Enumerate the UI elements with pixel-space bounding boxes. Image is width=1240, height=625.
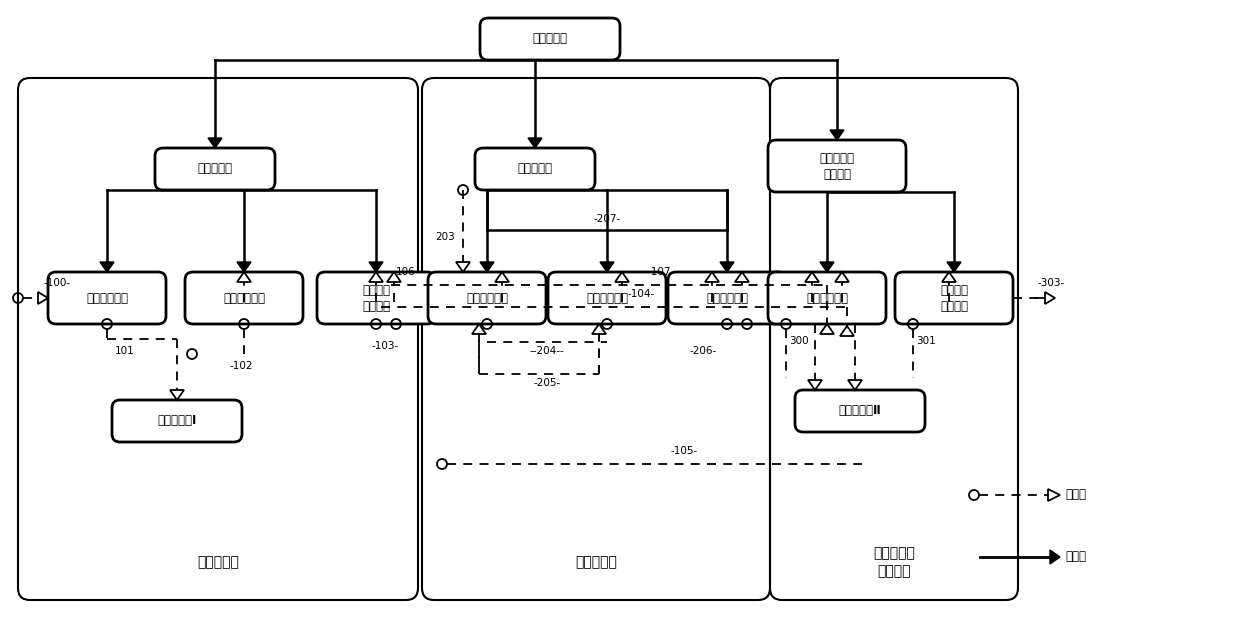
FancyBboxPatch shape bbox=[480, 18, 620, 60]
Text: -206-: -206- bbox=[689, 346, 717, 356]
Text: 106: 106 bbox=[396, 267, 415, 277]
Text: 云台控制中心: 云台控制中心 bbox=[706, 291, 748, 304]
Text: 203: 203 bbox=[435, 232, 455, 242]
Polygon shape bbox=[706, 272, 719, 282]
Polygon shape bbox=[615, 272, 629, 282]
Text: -205-: -205- bbox=[533, 378, 560, 388]
Text: 101: 101 bbox=[115, 346, 135, 356]
Text: 音频工作区: 音频工作区 bbox=[197, 555, 239, 569]
Polygon shape bbox=[820, 262, 835, 272]
FancyBboxPatch shape bbox=[48, 272, 166, 324]
Text: 视频处理器: 视频处理器 bbox=[517, 162, 553, 176]
Polygon shape bbox=[830, 130, 844, 140]
Polygon shape bbox=[600, 262, 614, 272]
FancyBboxPatch shape bbox=[155, 148, 275, 190]
FancyBboxPatch shape bbox=[895, 272, 1013, 324]
FancyBboxPatch shape bbox=[112, 400, 242, 442]
Text: -100-: -100- bbox=[43, 278, 71, 288]
Text: 音频缓冲区Ⅱ: 音频缓冲区Ⅱ bbox=[838, 404, 882, 418]
Text: 音频采集模块: 音频采集模块 bbox=[86, 291, 128, 304]
Text: 音频视频合
成处理器: 音频视频合 成处理器 bbox=[820, 151, 854, 181]
Text: -102: -102 bbox=[229, 361, 253, 371]
Text: 音频处理器: 音频处理器 bbox=[197, 162, 233, 176]
Polygon shape bbox=[237, 272, 250, 282]
Polygon shape bbox=[495, 272, 508, 282]
Polygon shape bbox=[805, 272, 818, 282]
FancyBboxPatch shape bbox=[668, 272, 786, 324]
Polygon shape bbox=[456, 262, 470, 272]
Polygon shape bbox=[591, 324, 606, 334]
Polygon shape bbox=[820, 324, 835, 334]
Text: 音频追踪
定位模块: 音频追踪 定位模块 bbox=[362, 284, 391, 312]
Polygon shape bbox=[1048, 489, 1060, 501]
Polygon shape bbox=[835, 272, 849, 282]
Polygon shape bbox=[839, 326, 854, 336]
Text: 控制流: 控制流 bbox=[1065, 551, 1086, 564]
Text: -107-: -107- bbox=[647, 267, 675, 277]
Text: 图像识别模块: 图像识别模块 bbox=[587, 291, 627, 304]
FancyBboxPatch shape bbox=[795, 390, 925, 432]
Polygon shape bbox=[808, 380, 822, 390]
FancyBboxPatch shape bbox=[548, 272, 666, 324]
Text: 图像处理模块: 图像处理模块 bbox=[466, 291, 508, 304]
Text: -104-: -104- bbox=[627, 289, 655, 299]
Text: 视频音频合
成工作区: 视频音频合 成工作区 bbox=[873, 546, 915, 578]
Text: --204--: --204-- bbox=[529, 346, 564, 356]
Text: 信息流: 信息流 bbox=[1065, 489, 1086, 501]
Polygon shape bbox=[387, 272, 401, 282]
FancyBboxPatch shape bbox=[475, 148, 595, 190]
Text: -303-: -303- bbox=[1038, 278, 1065, 288]
Polygon shape bbox=[720, 262, 734, 272]
FancyBboxPatch shape bbox=[768, 272, 887, 324]
FancyBboxPatch shape bbox=[768, 140, 906, 192]
Text: 300: 300 bbox=[789, 336, 808, 346]
Polygon shape bbox=[100, 262, 114, 272]
Polygon shape bbox=[472, 324, 486, 334]
Text: -105-: -105- bbox=[671, 446, 698, 456]
Text: 视频工作区: 视频工作区 bbox=[575, 555, 618, 569]
Polygon shape bbox=[947, 262, 961, 272]
Text: 中央处理器: 中央处理器 bbox=[532, 32, 568, 46]
Text: 音频增强模块: 音频增强模块 bbox=[806, 291, 848, 304]
Polygon shape bbox=[237, 262, 250, 272]
Polygon shape bbox=[480, 262, 494, 272]
Polygon shape bbox=[942, 272, 956, 282]
Polygon shape bbox=[1050, 550, 1060, 564]
Polygon shape bbox=[370, 272, 383, 282]
Polygon shape bbox=[370, 262, 383, 272]
Polygon shape bbox=[170, 390, 184, 400]
Text: 视频音频
合成模块: 视频音频 合成模块 bbox=[940, 284, 968, 312]
Polygon shape bbox=[848, 380, 862, 390]
Text: 音频去噪模块: 音频去噪模块 bbox=[223, 291, 265, 304]
Text: -103-: -103- bbox=[371, 341, 398, 351]
Text: -207-: -207- bbox=[594, 214, 621, 224]
Polygon shape bbox=[528, 138, 542, 148]
Text: 音频缓冲区Ⅰ: 音频缓冲区Ⅰ bbox=[157, 414, 197, 428]
FancyBboxPatch shape bbox=[317, 272, 435, 324]
Polygon shape bbox=[38, 292, 48, 304]
FancyBboxPatch shape bbox=[185, 272, 303, 324]
Text: 301: 301 bbox=[916, 336, 936, 346]
Polygon shape bbox=[735, 272, 749, 282]
Polygon shape bbox=[208, 138, 222, 148]
FancyBboxPatch shape bbox=[428, 272, 546, 324]
Polygon shape bbox=[1045, 292, 1055, 304]
